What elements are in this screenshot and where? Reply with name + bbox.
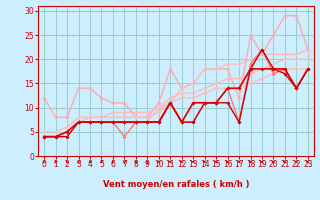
X-axis label: Vent moyen/en rafales ( km/h ): Vent moyen/en rafales ( km/h ) <box>103 180 249 189</box>
